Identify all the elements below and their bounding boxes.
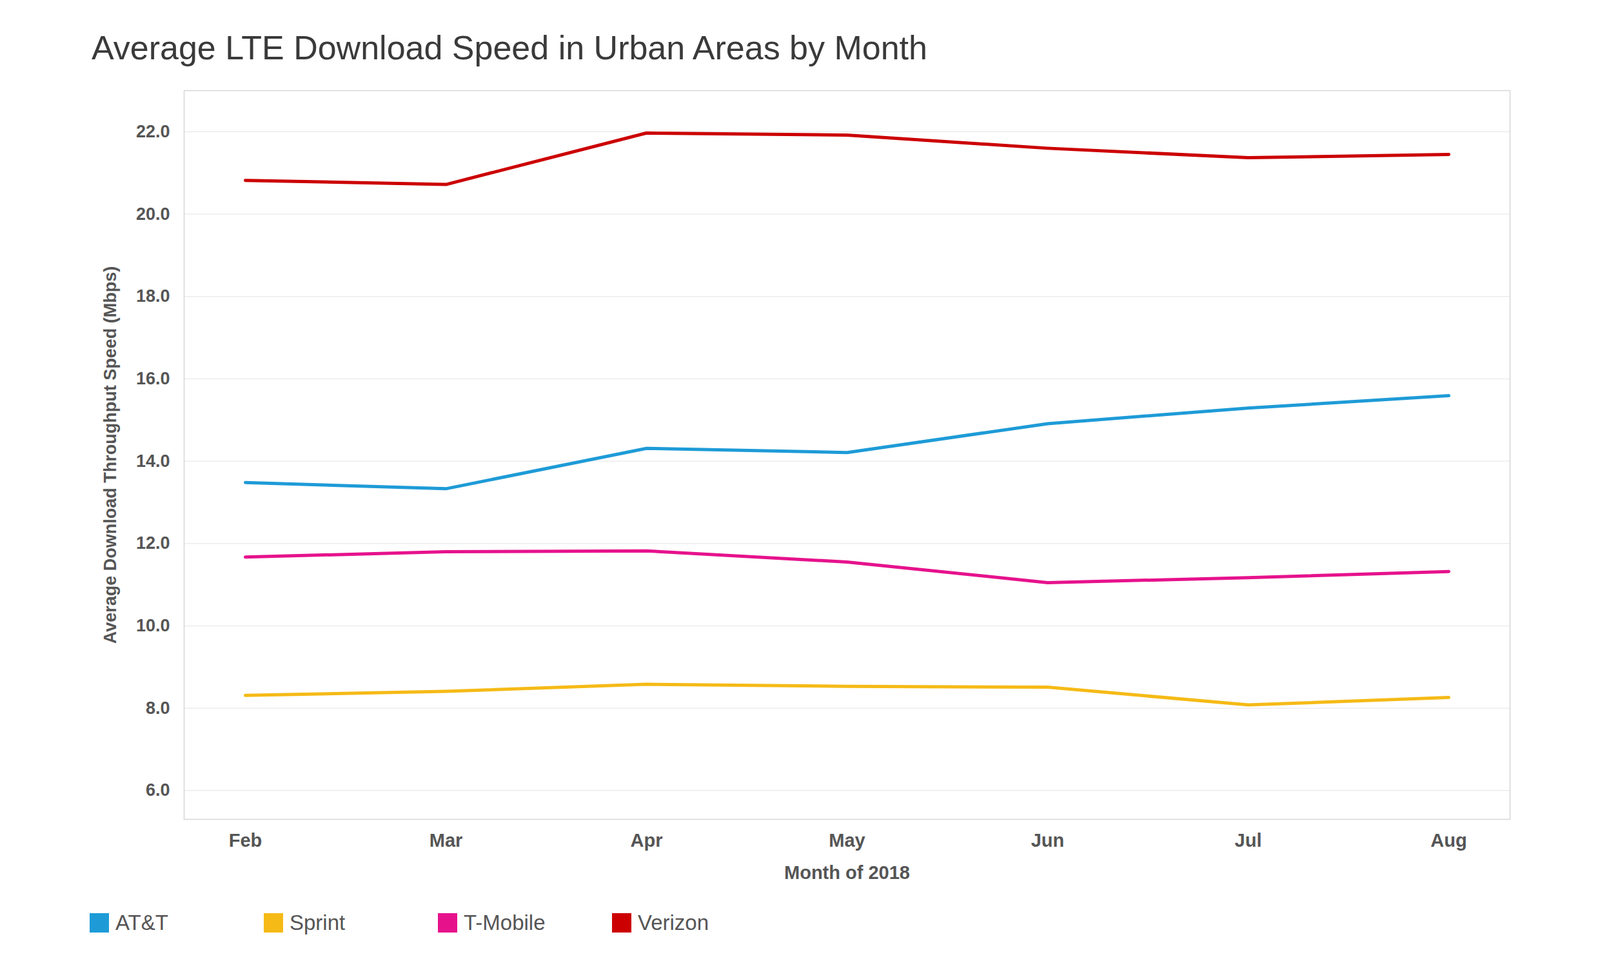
svg-text:Mar: Mar xyxy=(429,829,464,851)
svg-text:Month of 2018: Month of 2018 xyxy=(784,862,910,883)
svg-text:Aug: Aug xyxy=(1430,829,1467,851)
svg-text:Jul: Jul xyxy=(1234,829,1263,851)
html-text:Verizon: Verizon xyxy=(637,910,709,935)
svg-text:Jun: Jun xyxy=(1031,829,1065,851)
html-text:Sprint: Sprint xyxy=(289,910,346,935)
svg-text:Feb: Feb xyxy=(228,829,263,851)
svg-text:6.0: 6.0 xyxy=(145,780,171,800)
svg-text:22.0: 22.0 xyxy=(136,121,171,142)
svg-text:May: May xyxy=(828,829,865,851)
svg-text:14.0: 14.0 xyxy=(136,451,171,471)
svg-text:12.0: 12.0 xyxy=(136,533,171,553)
html-text:Average LTE Download Speed in: Average LTE Download Speed in Urban Area… xyxy=(91,29,928,67)
svg-text:Apr: Apr xyxy=(630,829,663,851)
html-text:T-Mobile: T-Mobile xyxy=(463,910,546,935)
svg-text:20.0: 20.0 xyxy=(136,204,171,224)
svg-text:10.0: 10.0 xyxy=(136,615,171,636)
svg-text:Average Download Throughput Sp: Average Download Throughput Speed (Mbps) xyxy=(100,266,120,645)
svg-text:16.0: 16.0 xyxy=(136,368,171,389)
svg-text:18.0: 18.0 xyxy=(136,286,171,306)
html-text:AT&T: AT&T xyxy=(115,910,169,935)
svg-text:8.0: 8.0 xyxy=(145,698,171,718)
